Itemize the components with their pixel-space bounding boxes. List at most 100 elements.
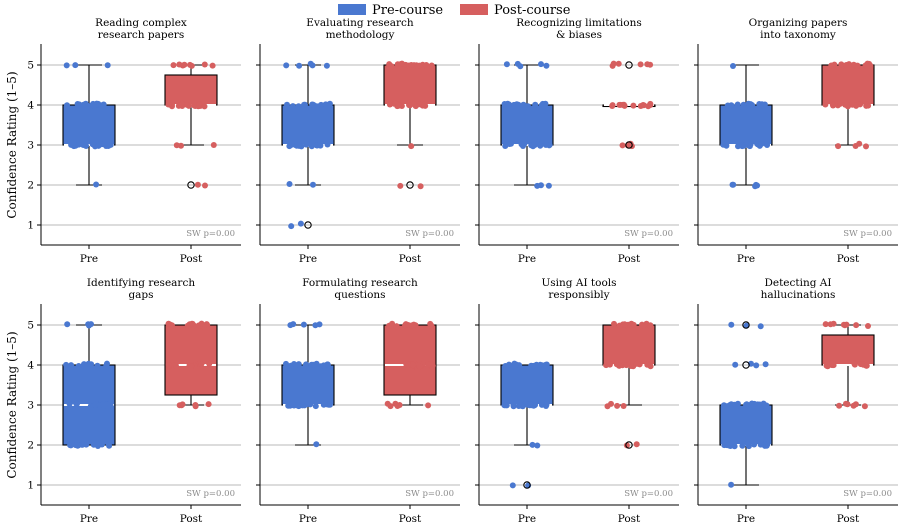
post-data-point bbox=[423, 62, 430, 68]
post-data-point bbox=[835, 143, 842, 150]
post-data-point bbox=[194, 181, 201, 188]
pre-data-point bbox=[739, 143, 746, 150]
post-box bbox=[383, 64, 437, 106]
pre-data-point bbox=[518, 402, 525, 409]
pre-data-point bbox=[732, 361, 739, 368]
pre-data-point bbox=[532, 101, 539, 108]
post-data-point bbox=[623, 362, 630, 369]
panel-title: into taxonomy bbox=[760, 29, 836, 41]
sw-label: SW p=0.00 bbox=[186, 229, 235, 239]
post-data-point bbox=[184, 322, 191, 329]
pre-data-point bbox=[502, 143, 509, 149]
pre-data-point bbox=[749, 403, 755, 410]
post-data-point bbox=[395, 102, 402, 109]
post-data-point bbox=[861, 403, 868, 410]
x-tick-label: Post bbox=[399, 253, 422, 265]
pre-data-point bbox=[542, 100, 549, 107]
post-data-point bbox=[210, 142, 217, 148]
x-tick-label: Pre bbox=[737, 253, 755, 265]
post-data-point bbox=[386, 101, 393, 108]
pre-data-point bbox=[746, 101, 753, 108]
panel-3: Recognizing limitations& biases Pre Post SW… bbox=[475, 17, 679, 265]
pre-data-point bbox=[76, 101, 83, 108]
pre-box-group bbox=[62, 62, 116, 188]
pre-data-point bbox=[97, 141, 104, 148]
post-data-point bbox=[647, 100, 654, 107]
post-data-point bbox=[201, 61, 208, 68]
x-tick-label: Pre bbox=[518, 513, 536, 525]
pre-data-point bbox=[757, 441, 764, 448]
post-data-point bbox=[850, 61, 857, 68]
post-box bbox=[602, 324, 656, 366]
post-data-point bbox=[604, 403, 611, 410]
pre-data-point bbox=[758, 140, 765, 147]
post-data-point bbox=[410, 100, 417, 107]
post-data-point bbox=[853, 322, 860, 329]
pre-data-point bbox=[525, 103, 531, 110]
post-data-point bbox=[202, 182, 208, 189]
legend-label-post: Post-course bbox=[494, 3, 571, 18]
pre-data-point bbox=[756, 101, 763, 107]
pre-box bbox=[281, 364, 335, 406]
pre-data-point bbox=[98, 441, 105, 448]
post-data-point bbox=[843, 321, 850, 328]
pre-data-point bbox=[531, 140, 538, 147]
pre-data-point bbox=[752, 183, 759, 190]
post-data-point bbox=[853, 102, 860, 109]
pre-data-point bbox=[287, 322, 294, 329]
post-data-point bbox=[843, 101, 850, 108]
post-data-point bbox=[614, 402, 621, 409]
post-data-point bbox=[611, 320, 617, 327]
pre-data-point bbox=[92, 401, 99, 408]
pre-data-point bbox=[93, 181, 100, 188]
pre-data-point bbox=[99, 401, 106, 408]
post-data-point bbox=[176, 61, 183, 68]
post-data-point bbox=[637, 61, 644, 68]
post-data-point bbox=[405, 361, 412, 368]
pre-data-point bbox=[321, 401, 328, 408]
post-data-point bbox=[836, 402, 843, 409]
y-axis-label-bottom: Confidence Rating (1–5) bbox=[5, 331, 19, 478]
pre-data-point bbox=[728, 481, 735, 488]
x-tick-label: Post bbox=[837, 253, 860, 265]
pre-outlier bbox=[742, 321, 750, 329]
pre-box-group bbox=[719, 63, 773, 190]
pre-data-point bbox=[728, 321, 735, 328]
pre-data-point bbox=[79, 441, 86, 448]
pre-data-point bbox=[283, 62, 290, 69]
post-outlier bbox=[406, 181, 414, 189]
pre-data-point bbox=[70, 141, 77, 148]
pre-data-point bbox=[73, 400, 80, 407]
post-data-point bbox=[620, 101, 627, 108]
post-data-point bbox=[425, 361, 432, 368]
panel-title: questions bbox=[334, 289, 385, 301]
post-data-point bbox=[828, 62, 835, 69]
legend-swatch-post bbox=[460, 4, 488, 15]
post-data-point bbox=[822, 321, 829, 328]
post-data-point bbox=[393, 323, 400, 330]
post-data-point bbox=[856, 140, 863, 147]
x-tick-label: Post bbox=[837, 513, 860, 525]
legend-swatch-pre bbox=[338, 4, 366, 15]
pre-data-point bbox=[762, 361, 769, 368]
pre-data-point bbox=[515, 101, 522, 108]
post-data-point bbox=[616, 362, 623, 369]
pre-data-point bbox=[503, 61, 510, 68]
post-box-group bbox=[164, 61, 218, 189]
post-data-point bbox=[634, 360, 641, 367]
panel-title: & biases bbox=[556, 29, 602, 41]
pre-data-point bbox=[85, 103, 92, 110]
pre-box bbox=[500, 364, 554, 406]
post-data-point bbox=[176, 102, 183, 109]
panel-title: research papers bbox=[98, 29, 184, 41]
post-box-group bbox=[383, 60, 437, 190]
pre-data-point bbox=[299, 402, 306, 409]
y-tick-label: 1 bbox=[27, 220, 34, 232]
pre-data-point bbox=[542, 362, 549, 369]
post-data-point bbox=[178, 402, 185, 409]
x-tick-label: Post bbox=[180, 253, 203, 265]
pre-data-point bbox=[314, 142, 321, 149]
